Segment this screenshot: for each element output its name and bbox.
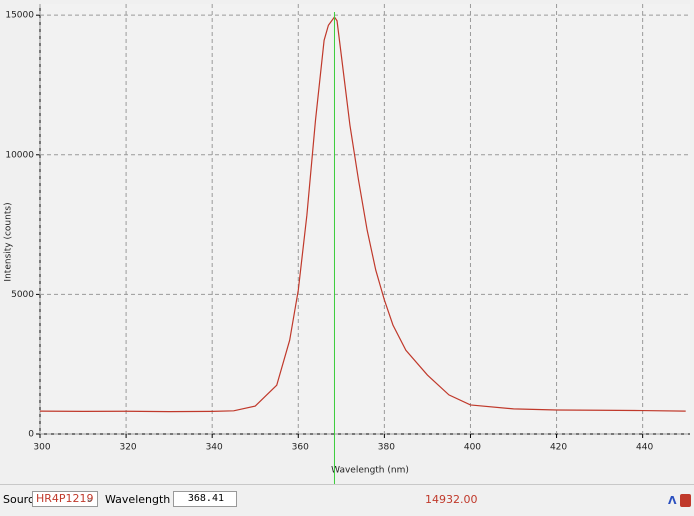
wavelength-value: 368.41 — [187, 493, 224, 504]
source-dropdown[interactable]: HR4P1219 ⌄ — [32, 491, 98, 507]
spectrum-icon[interactable]: Λ — [668, 494, 677, 507]
x-tick-label: 440 — [636, 443, 653, 453]
x-tick-label: 380 — [378, 443, 395, 453]
x-tick-label: 360 — [292, 443, 309, 453]
intensity-readout: 14932.00 — [425, 493, 478, 506]
status-bar: Source: HR4P1219 ⌄ Wavelength (nm): 368.4… — [0, 484, 694, 516]
chart: Wavelength (nm) Intensity (counts) 0 5000… — [4, 4, 690, 484]
x-tick-label: 400 — [464, 443, 481, 453]
spectrum-line — [39, 16, 686, 413]
y-tick-label: 0 — [28, 430, 34, 440]
x-tick-label: 320 — [119, 443, 136, 453]
wavelength-input[interactable]: 368.41 — [173, 491, 237, 507]
x-axis-label: Wavelength (nm) — [331, 466, 409, 476]
y-tick-label: 10000 — [5, 150, 34, 160]
x-tick-label: 420 — [550, 443, 567, 453]
y-tick-label: 5000 — [11, 290, 34, 300]
x-tick-label: 340 — [206, 443, 223, 453]
x-tick-label: 300 — [33, 443, 50, 453]
source-value: HR4P1219 — [36, 492, 94, 505]
dropdown-arrow: ⌄ — [85, 492, 95, 505]
y-axis-label: Intensity (counts) — [4, 202, 14, 281]
close-icon[interactable] — [680, 494, 691, 507]
y-tick-label: 15000 — [5, 11, 34, 21]
